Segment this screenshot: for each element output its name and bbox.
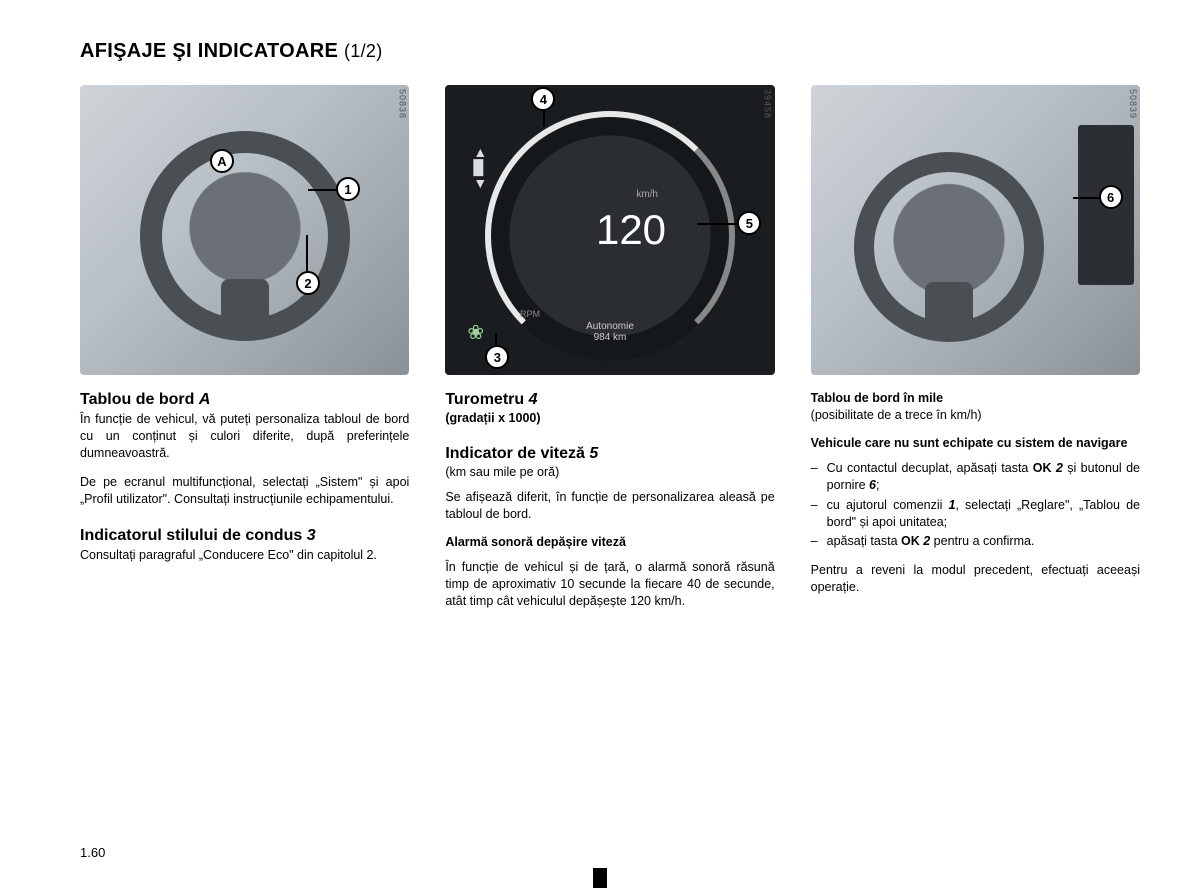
heading-turometru: Turometru 4 (445, 391, 774, 409)
paragraph: De pe ecranul multifuncțional, selectați… (80, 474, 409, 508)
figure-gauge-cluster: ▲█▼ km/h 120 ❀ RPM Autonomie 984 km 3945… (445, 85, 774, 375)
gauge-rpm-label: RPM (520, 309, 540, 319)
subnote-gradatii: (gradații x 1000) (445, 411, 774, 425)
steering-wheel-graphic (140, 131, 350, 341)
instruction-list: Cu contactul decuplat, apăsați tasta OK … (811, 460, 1140, 550)
li-text: apăsați tasta (827, 534, 901, 548)
callout-badge-1: 1 (336, 177, 360, 201)
leader-line (308, 189, 338, 191)
page-number: 1.60 (80, 845, 105, 860)
li-text: pentru a confirma. (930, 534, 1034, 548)
list-item: cu ajutorul comenzii 1, selectați „Regla… (811, 497, 1140, 531)
page-title: AFIŞAJE ŞI INDICATOARE (1/2) (80, 40, 1140, 63)
list-item: apăsați tasta OK 2 pentru a confirma. (811, 533, 1140, 550)
paragraph: În funcție de vehicul, vă puteți persona… (80, 411, 409, 462)
callout-badge-2: 2 (296, 271, 320, 295)
li-text: Cu contactul decuplat, apăsați tasta (827, 461, 1033, 475)
callout-badge-A: A (210, 149, 234, 173)
subnote-km-mile: (km sau mile pe oră) (445, 465, 774, 479)
heading-indicator-stil: Indicatorul stilului de condus 3 (80, 527, 409, 545)
heading-text: Turometru (445, 391, 528, 408)
figure-dashboard-right: 50839 6 (811, 85, 1140, 375)
leader-line (1073, 197, 1101, 199)
li-bold: OK (901, 534, 923, 548)
gauge-arrows-icon: ▲█▼ (473, 145, 487, 191)
title-suffix: (1/2) (344, 41, 383, 61)
paragraph: Se afișează diferit, în funcție de perso… (445, 489, 774, 523)
heading-text: Indicatorul stilului de condus (80, 527, 307, 544)
columns: 50838 A 1 2 Tablou de bord A În funcție … (80, 85, 1140, 621)
gauge-autonomy: Autonomie 984 km (586, 321, 634, 343)
leader-line (306, 235, 308, 273)
heading-vehicule-fara-nav: Vehicule care nu sunt echipate cu sistem… (811, 436, 1140, 450)
leader-line (697, 223, 739, 225)
title-main: AFIŞAJE ŞI INDICATOARE (80, 40, 338, 62)
steering-wheel-graphic (854, 152, 1044, 342)
figure-steering-wheel-left: 50838 A 1 2 (80, 85, 409, 375)
li-text: ; (876, 478, 879, 492)
column-right: 50839 6 Tablou de bord în mile (posibili… (811, 85, 1140, 621)
callout-badge-6: 6 (1099, 185, 1123, 209)
li-ref: 2 (1056, 461, 1063, 475)
figure-code: 50838 (397, 89, 407, 119)
heading-ref: 4 (529, 391, 538, 408)
column-left: 50838 A 1 2 Tablou de bord A În funcție … (80, 85, 409, 621)
leader-line (543, 109, 545, 127)
heading-tablou-mile: Tablou de bord în mile (811, 391, 1140, 405)
subnote-km: (posibilitate de a trece în km/h) (811, 407, 1140, 424)
autonomy-value: 984 km (594, 332, 627, 343)
heading-indicator-viteza: Indicator de viteză 5 (445, 445, 774, 463)
heading-tablou-bord-a: Tablou de bord A (80, 391, 409, 409)
paragraph: Pentru a reveni la modul precedent, efec… (811, 562, 1140, 596)
li-ref: 6 (869, 478, 876, 492)
column-center: ▲█▼ km/h 120 ❀ RPM Autonomie 984 km 3945… (445, 85, 774, 621)
heading-ref: 3 (307, 527, 316, 544)
figure-code: 39458 (763, 89, 773, 119)
eco-leaf-icon: ❀ (467, 320, 484, 345)
li-text: cu ajutorul comenzii (827, 498, 949, 512)
heading-ref: 5 (589, 445, 598, 462)
footer-crop-mark (593, 868, 607, 888)
gauge-speed-unit: km/h (636, 189, 658, 200)
gauge-speed-value: 120 (596, 206, 666, 254)
paragraph: În funcție de vehicul și de țară, o alar… (445, 559, 774, 610)
paragraph: Consultați paragraful „Conducere Eco" di… (80, 547, 409, 564)
heading-text: Tablou de bord (80, 391, 199, 408)
heading-alarma: Alarmă sonoră depășire viteză (445, 535, 774, 549)
autonomy-label: Autonomie (586, 321, 634, 332)
figure-code: 50839 (1128, 89, 1138, 119)
li-bold: OK (1033, 461, 1056, 475)
heading-text: Indicator de viteză (445, 445, 589, 462)
heading-ref: A (199, 391, 211, 408)
list-item: Cu contactul decuplat, apăsați tasta OK … (811, 460, 1140, 494)
